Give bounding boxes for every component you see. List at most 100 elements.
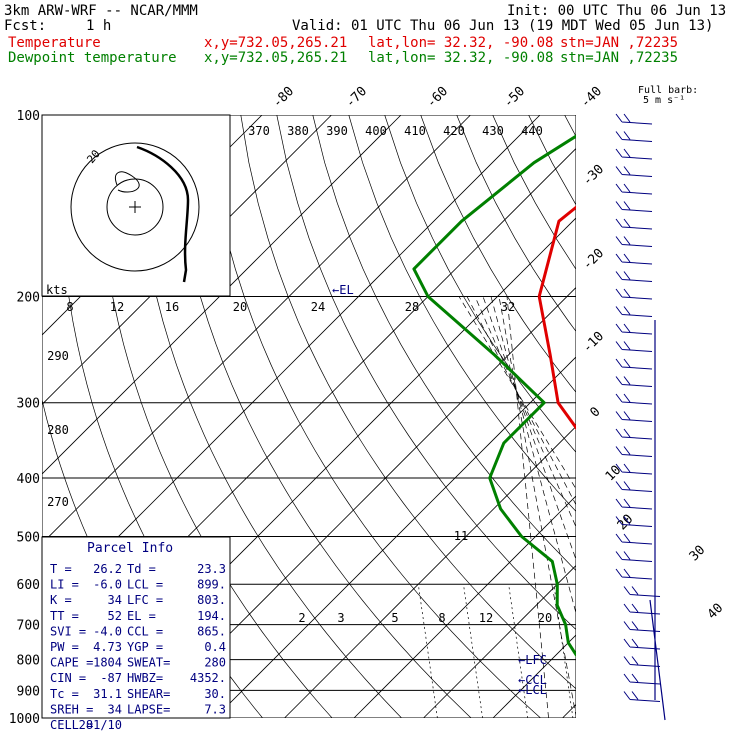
hodograph-ring-inner: [106, 178, 164, 236]
theta-label: 380: [287, 124, 309, 138]
parcel-value: 1804: [93, 656, 122, 670]
dry-adiabat: [348, 115, 576, 512]
theta-label: 400: [365, 124, 387, 138]
mixing-ratio-label: 12: [110, 300, 124, 314]
parcel-label: CELL =: [50, 718, 93, 732]
theta-e-label: 11: [454, 529, 468, 543]
pressure-label: 1000: [9, 712, 40, 727]
mixing-ratio-label: 28: [405, 300, 419, 314]
hodograph-ring-outer: [70, 142, 200, 272]
init-time: Init: 00 UTC Thu 06 Jun 13: [507, 3, 727, 19]
isotherm-line: [214, 356, 576, 718]
mixing-ratio-label: 20: [233, 300, 247, 314]
model-title: 3km ARW-WRF -- NCAR/MMM: [4, 3, 198, 19]
wind-barb: [615, 498, 653, 510]
wind-barb: [615, 516, 653, 527]
wind-barb: [615, 183, 653, 195]
temperature-legend: Temperature: [8, 35, 101, 51]
parcel-label: SWEAT=: [127, 656, 170, 670]
moist-adiabat: [498, 296, 576, 718]
isotherm-label: -20: [580, 246, 607, 273]
parcel-label: LFC =: [127, 593, 163, 607]
dewpoint-legend: Dewpoint temperature: [8, 50, 177, 66]
parcel-info-title: Parcel Info: [87, 541, 173, 556]
ccl-marker: ←CCL: [518, 673, 547, 687]
pressure-label: 300: [17, 397, 40, 412]
isotherm-label: 40: [705, 601, 727, 623]
theta-label: 290: [47, 349, 69, 363]
dry-adiabat: [601, 115, 740, 718]
parcel-value: 0.4: [204, 640, 226, 654]
parcel-value: 7.3: [204, 702, 226, 716]
mixing-ratio-label: 20: [538, 611, 552, 625]
dewpoint-latlon: lat,lon= 32.32, -90.08: [368, 50, 554, 66]
isotherm-label: -30: [580, 162, 607, 189]
isotherm-line: [145, 286, 576, 718]
theta-label: 280: [47, 423, 69, 437]
dry-adiabat: [276, 115, 576, 630]
isotherm-label: 30: [687, 543, 709, 565]
mixing-ratio-line: [644, 584, 663, 718]
wind-barb: [615, 533, 653, 545]
parcel-value: -6.0: [93, 578, 122, 592]
dewpoint-profile: [412, 134, 576, 658]
theta-label: 440: [521, 124, 543, 138]
moist-adiabat: [474, 296, 576, 528]
wind-barb: [615, 253, 653, 265]
moist-adiabat: [482, 296, 576, 561]
parcel-value: 34: [108, 593, 122, 607]
parcel-value: -87: [100, 671, 122, 685]
parcel-value: 194.: [197, 609, 226, 623]
dry-adiabat: [168, 115, 472, 718]
pressure-label: 500: [17, 530, 40, 545]
isotherm-label: -50: [501, 84, 528, 111]
temperature-xy: x,y=732.05,265.21: [204, 35, 348, 51]
pressure-label: 400: [17, 472, 40, 487]
parcel-label: Td =: [127, 562, 156, 576]
parcel-label: CIN =: [50, 671, 86, 685]
wind-barb: [615, 271, 653, 282]
mixing-ratio-label: 8: [66, 300, 73, 314]
hodograph-box: [41, 114, 231, 297]
mixing-ratio-line: [599, 584, 618, 718]
theta-label: 370: [248, 124, 270, 138]
wind-barb: [615, 148, 653, 160]
dry-adiabat: [312, 115, 576, 571]
wind-barb: [615, 236, 653, 247]
parcel-value: 865.: [197, 624, 226, 638]
parcel-label: LAPSE=: [127, 702, 170, 716]
parcel-value: 280: [204, 656, 226, 670]
wind-barb: [615, 428, 653, 440]
moist-adiabat: [466, 296, 576, 506]
barb-key-value: 5 m s⁻¹: [643, 95, 685, 106]
wind-barb: [615, 288, 653, 300]
dry-adiabat: [637, 115, 740, 718]
lcl-marker: ←LCL: [518, 683, 547, 697]
wind-barb: [615, 463, 653, 475]
el-marker: ←EL: [332, 283, 354, 297]
dry-adiabat: [709, 115, 740, 718]
wind-barb: [615, 376, 653, 387]
wind-barb: [615, 131, 653, 142]
isotherm-line: [423, 564, 576, 718]
dewpoint-xy: x,y=732.05,265.21: [204, 50, 348, 66]
parcel-label: SVI =: [50, 624, 86, 638]
dry-adiabat: [384, 115, 576, 453]
wind-barb: [615, 446, 653, 457]
isotherm-line: [702, 115, 740, 718]
isotherm-label: 10: [603, 463, 625, 485]
dry-adiabat: [564, 115, 576, 138]
isotherm-line: [562, 703, 576, 718]
theta-label: 430: [482, 124, 504, 138]
temperature-latlon: lat,lon= 32.32, -90.08: [368, 35, 554, 51]
lfc-marker: ←LFC: [518, 653, 547, 667]
dry-adiabat: [673, 115, 740, 718]
parcel-label: LCL =: [127, 578, 163, 592]
moist-adiabat: [490, 296, 576, 615]
wind-profile-line: [649, 320, 666, 721]
parcel-value: 899.: [197, 578, 226, 592]
parcel-label: T =: [50, 562, 72, 576]
parcel-label: HWBZ=: [127, 671, 163, 685]
pressure-label: 700: [17, 619, 40, 634]
mixing-ratio-label: 12: [479, 611, 493, 625]
